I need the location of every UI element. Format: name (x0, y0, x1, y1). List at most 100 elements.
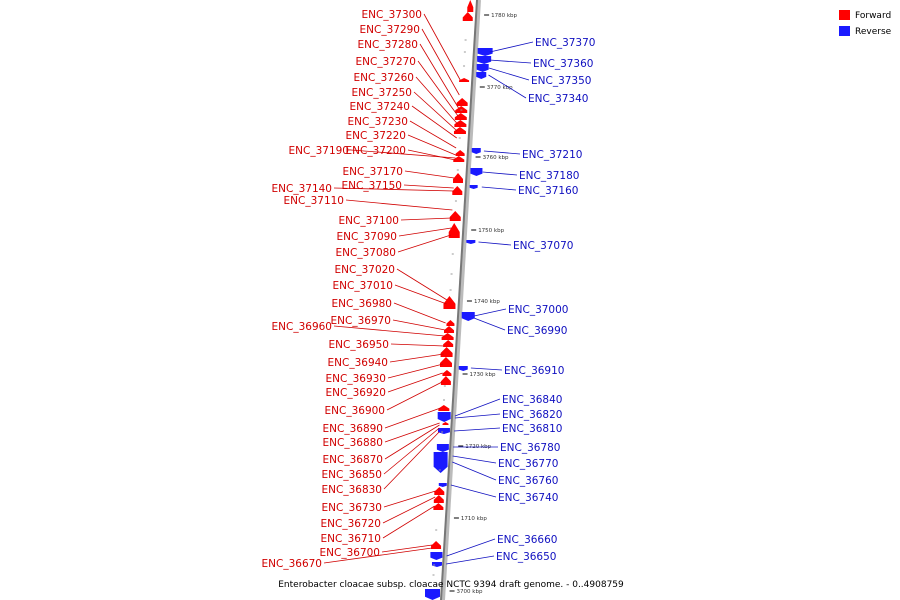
reverse-gene-label: ENC_36810 (502, 423, 562, 435)
reverse-gene-arrow (466, 240, 476, 244)
reverse-gene-label: ENC_37360 (533, 58, 593, 70)
forward-gene-leader (345, 199, 453, 211)
forward-gene-leader (333, 325, 445, 337)
forward-gene-arrow (467, 0, 474, 12)
forward-gene-label: ENC_37230 (348, 116, 408, 128)
forward-gene-label: ENC_37250 (352, 87, 412, 99)
reverse-gene-label: ENC_37350 (531, 75, 591, 87)
forward-gene-arrow (453, 156, 465, 162)
legend-reverse-swatch (839, 26, 850, 36)
scale-tick-label: 1780 kbp (491, 13, 517, 19)
forward-gene-arrow (462, 12, 473, 21)
reverse-gene-label: ENC_37370 (535, 37, 595, 49)
forward-gene-label: ENC_37100 (339, 215, 399, 227)
reverse-gene-arrow (469, 185, 478, 189)
forward-gene-arrow (455, 150, 465, 156)
forward-gene-arrow (442, 422, 449, 425)
reverse-gene-leader (488, 74, 527, 99)
forward-gene-label: ENC_37010 (333, 280, 393, 292)
forward-gene-leader (403, 184, 454, 189)
reverse-gene-leader (470, 367, 503, 371)
forward-gene-leader (381, 544, 433, 553)
reverse-gene-label: ENC_37070 (513, 240, 573, 252)
reverse-gene-leader (473, 317, 506, 331)
forward-gene-label: ENC_36880 (323, 437, 383, 449)
reverse-gene-leader (489, 41, 534, 53)
scale-tick-label: 1730 kbp (470, 372, 496, 378)
forward-gene-leader (421, 28, 460, 96)
forward-gene-arrow (456, 98, 468, 106)
reverse-gene-label: ENC_36990 (507, 325, 567, 337)
forward-gene-arrow (453, 173, 464, 183)
reverse-gene-label: ENC_37000 (508, 304, 568, 316)
forward-gene-leader (411, 105, 457, 139)
forward-gene-label: ENC_37020 (335, 264, 395, 276)
legend-forward-swatch (839, 10, 850, 20)
forward-gene-leader (398, 227, 452, 237)
forward-gene-arrow (443, 296, 456, 309)
reverse-gene-leader (452, 461, 497, 481)
reverse-gene-leader (482, 171, 518, 176)
reverse-gene-arrow (458, 366, 468, 371)
reverse-gene-leader (454, 413, 501, 419)
reverse-gene-arrow (476, 64, 489, 72)
forward-gene-arrow (433, 495, 444, 503)
reverse-gene-label: ENC_36660 (497, 534, 557, 546)
forward-gene-leader (333, 187, 454, 192)
forward-gene-label: ENC_36710 (321, 533, 381, 545)
forward-gene-arrow (442, 370, 452, 376)
reverse-gene-arrow (437, 428, 450, 434)
forward-gene-label: ENC_37200 (346, 145, 406, 157)
reverse-gene-leader (452, 455, 497, 464)
reverse-gene-arrow (438, 483, 447, 487)
forward-gene-leader (382, 505, 435, 539)
forward-gene-leader (393, 302, 446, 324)
reverse-gene-label: ENC_36820 (502, 409, 562, 421)
forward-gene-label: ENC_36970 (331, 315, 391, 327)
forward-gene-arrow (454, 120, 467, 127)
forward-gene-arrow (449, 211, 461, 221)
reverse-gene-arrow (476, 72, 487, 79)
forward-gene-leader (383, 431, 440, 490)
reverse-gene-label: ENC_36740 (498, 492, 558, 504)
forward-gene-arrow (438, 405, 450, 411)
forward-gene-leader (407, 134, 456, 156)
forward-gene-label: ENC_37270 (356, 56, 416, 68)
scale-tick-label: 3700 kbp (457, 589, 483, 595)
forward-gene-label: ENC_37280 (358, 39, 418, 51)
forward-gene-label: ENC_36890 (323, 423, 383, 435)
forward-gene-arrow (440, 376, 451, 385)
forward-gene-label: ENC_36930 (326, 373, 386, 385)
reverse-gene-leader (473, 308, 507, 317)
reverse-gene-arrow (477, 56, 492, 64)
forward-gene-label: ENC_37300 (362, 9, 422, 21)
reverse-gene-label: ENC_37160 (518, 185, 578, 197)
reverse-gene-arrow (425, 589, 440, 600)
forward-gene-arrow (444, 326, 455, 333)
reverse-gene-arrow (477, 48, 493, 56)
reverse-gene-leader (450, 484, 497, 498)
forward-gene-label: ENC_36830 (322, 484, 382, 496)
forward-gene-leader (394, 284, 447, 305)
forward-gene-label: ENC_36940 (328, 357, 388, 369)
forward-gene-label: ENC_37110 (284, 195, 344, 207)
reverse-gene-label: ENC_36910 (504, 365, 564, 377)
forward-gene-arrow (443, 340, 454, 347)
forward-gene-leader (419, 43, 459, 109)
genome-caption: Enterobacter cloacae subsp. cloacae NCTC… (278, 580, 624, 590)
reverse-gene-arrow (430, 552, 443, 560)
forward-gene-label: ENC_36900 (325, 405, 385, 417)
forward-gene-leader (397, 234, 452, 253)
forward-gene-arrow (453, 127, 466, 134)
reverse-gene-label: ENC_36780 (500, 442, 560, 454)
forward-gene-leader (323, 547, 433, 564)
forward-gene-arrow (434, 487, 445, 495)
scale-tick-label: 1740 kbp (474, 299, 500, 305)
forward-gene-leader (390, 343, 445, 347)
forward-gene-label: ENC_36980 (332, 298, 392, 310)
reverse-gene-arrow (461, 312, 475, 321)
forward-gene-arrow (454, 113, 467, 120)
forward-gene-label: ENC_37080 (336, 247, 396, 259)
